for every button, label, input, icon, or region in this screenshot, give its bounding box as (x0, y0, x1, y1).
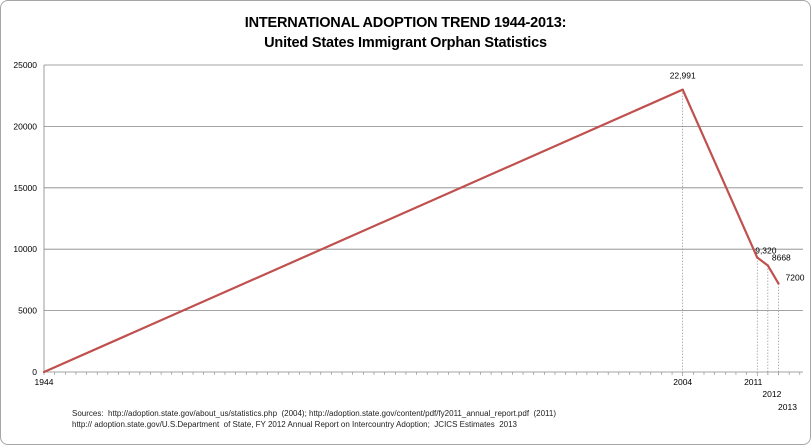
data-point (777, 282, 780, 285)
y-tick-label: 25000 (13, 60, 37, 70)
data-label: 7200 (786, 273, 805, 283)
sources-line-1: Sources: http://adoption.state.gov/about… (72, 409, 557, 418)
x-tick-label: 2004 (673, 377, 692, 387)
y-tick-label: 20000 (13, 121, 37, 131)
x-tick-label: 2011 (744, 377, 763, 387)
sources-line-2: http:// adoption.state.gov/U.S.Departmen… (72, 420, 517, 429)
data-point (681, 88, 684, 91)
y-tick-label: 5000 (18, 306, 37, 316)
x-tick-label: 1944 (35, 377, 54, 387)
y-tick-label: 15000 (13, 183, 37, 193)
data-label: 8668 (772, 253, 791, 263)
series-line (43, 88, 780, 374)
y-tick-label: 0 (32, 367, 37, 377)
data-label: 22,991 (670, 71, 696, 81)
data-point (766, 264, 769, 267)
data-point (42, 370, 46, 374)
y-tick-label: 10000 (13, 244, 37, 254)
data-label: 9,320 (755, 246, 777, 256)
x-tick-label: 2013 (778, 402, 797, 412)
data-point (756, 256, 759, 259)
chart-title: INTERNATIONAL ADOPTION TREND 1944-2013: (244, 15, 567, 31)
chart-subtitle: United States Immigrant Orphan Statistic… (264, 35, 547, 51)
x-tick-label: 2012 (762, 389, 781, 399)
